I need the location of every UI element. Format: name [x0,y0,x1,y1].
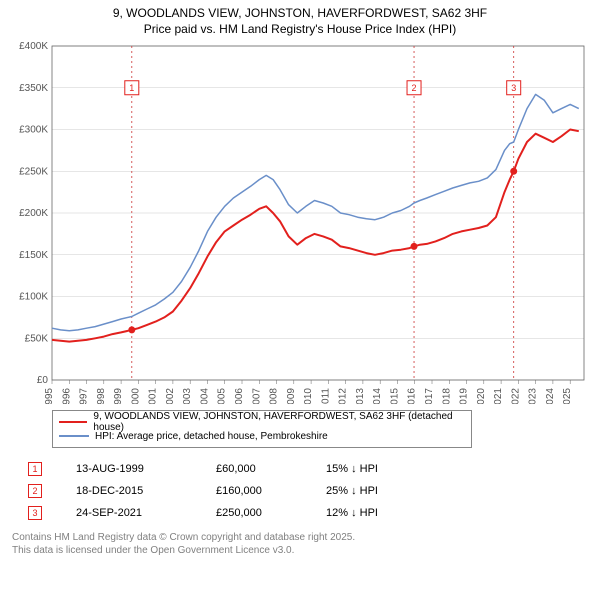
svg-text:2021: 2021 [493,388,504,404]
legend-swatch [59,435,89,437]
event-row: 3 24-SEP-2021£250,00012% ↓ HPI [28,502,592,524]
legend-item: 9, WOODLANDS VIEW, JOHNSTON, HAVERFORDWE… [59,415,465,429]
svg-text:2014: 2014 [372,388,383,404]
event-price: £60,000 [216,463,326,475]
svg-text:2003: 2003 [182,388,193,404]
events-table: 1 13-AUG-1999£60,00015% ↓ HPI 2 18-DEC-2015… [28,458,592,524]
svg-text:1: 1 [129,83,134,93]
svg-text:2024: 2024 [545,388,556,404]
legend-swatch [59,421,87,423]
event-diff: 15% ↓ HPI [326,463,378,475]
svg-text:2001: 2001 [148,388,159,404]
svg-text:2002: 2002 [165,388,176,404]
event-diff: 25% ↓ HPI [326,485,378,497]
event-diff: 12% ↓ HPI [326,507,378,519]
chart-container: 9, WOODLANDS VIEW, JOHNSTON, HAVERFORDWE… [0,0,600,590]
svg-text:2023: 2023 [528,388,539,404]
event-row: 2 18-DEC-2015£160,00025% ↓ HPI [28,480,592,502]
svg-text:2013: 2013 [355,388,366,404]
chart-titles: 9, WOODLANDS VIEW, JOHNSTON, HAVERFORDWE… [8,6,592,36]
legend-label: HPI: Average price, detached house, Pemb… [95,431,328,442]
event-badge: 1 [28,462,42,476]
footnote: Contains HM Land Registry data © Crown c… [12,532,592,557]
svg-text:2007: 2007 [251,388,262,404]
svg-text:2006: 2006 [234,388,245,404]
svg-text:1995: 1995 [44,388,55,404]
svg-text:£150K: £150K [19,250,48,261]
svg-text:2011: 2011 [320,388,331,404]
svg-text:2018: 2018 [441,388,452,404]
event-badge: 3 [28,506,42,520]
svg-text:2009: 2009 [286,388,297,404]
event-date: 18-DEC-2015 [76,485,216,497]
svg-text:2019: 2019 [459,388,470,404]
event-row: 1 13-AUG-1999£60,00015% ↓ HPI [28,458,592,480]
chart-title-subtitle: Price paid vs. HM Land Registry's House … [8,22,592,36]
svg-text:2017: 2017 [424,388,435,404]
chart-title-address: 9, WOODLANDS VIEW, JOHNSTON, HAVERFORDWE… [8,6,592,20]
svg-text:2: 2 [412,83,417,93]
svg-text:£400K: £400K [19,42,48,52]
svg-text:3: 3 [511,83,516,93]
event-date: 24-SEP-2021 [76,507,216,519]
svg-text:£100K: £100K [19,292,48,303]
footnote-line1: Contains HM Land Registry data © Crown c… [12,532,592,545]
svg-text:2004: 2004 [199,388,210,404]
svg-text:£250K: £250K [19,166,48,177]
chart-plot-area: £0 £50K £100K £150K £200K £250K £300K £350K £400… [8,42,592,404]
chart-legend: 9, WOODLANDS VIEW, JOHNSTON, HAVERFORDWE… [52,410,472,448]
svg-text:2005: 2005 [217,388,228,404]
chart-svg: £0 £50K £100K £150K £200K £250K £300K £350K £400… [8,42,592,404]
svg-text:£300K: £300K [19,125,48,136]
svg-text:1997: 1997 [79,388,90,404]
event-price: £250,000 [216,507,326,519]
svg-text:£350K: £350K [19,83,48,94]
svg-text:1998: 1998 [96,388,107,404]
svg-text:1999: 1999 [113,388,124,404]
svg-text:£50K: £50K [25,333,49,344]
svg-text:2020: 2020 [476,388,487,404]
event-date: 13-AUG-1999 [76,463,216,475]
svg-text:2008: 2008 [269,388,280,404]
svg-text:2015: 2015 [389,388,400,404]
svg-text:2025: 2025 [562,388,573,404]
svg-text:2016: 2016 [407,388,418,404]
svg-text:1996: 1996 [61,388,72,404]
svg-text:2012: 2012 [338,388,349,404]
footnote-line2: This data is licensed under the Open Gov… [12,545,592,558]
event-badge: 2 [28,484,42,498]
svg-text:2010: 2010 [303,388,314,404]
svg-text:2000: 2000 [130,388,141,404]
event-price: £160,000 [216,485,326,497]
svg-text:2022: 2022 [510,388,521,404]
svg-text:£200K: £200K [19,208,48,219]
svg-text:£0: £0 [37,375,49,386]
